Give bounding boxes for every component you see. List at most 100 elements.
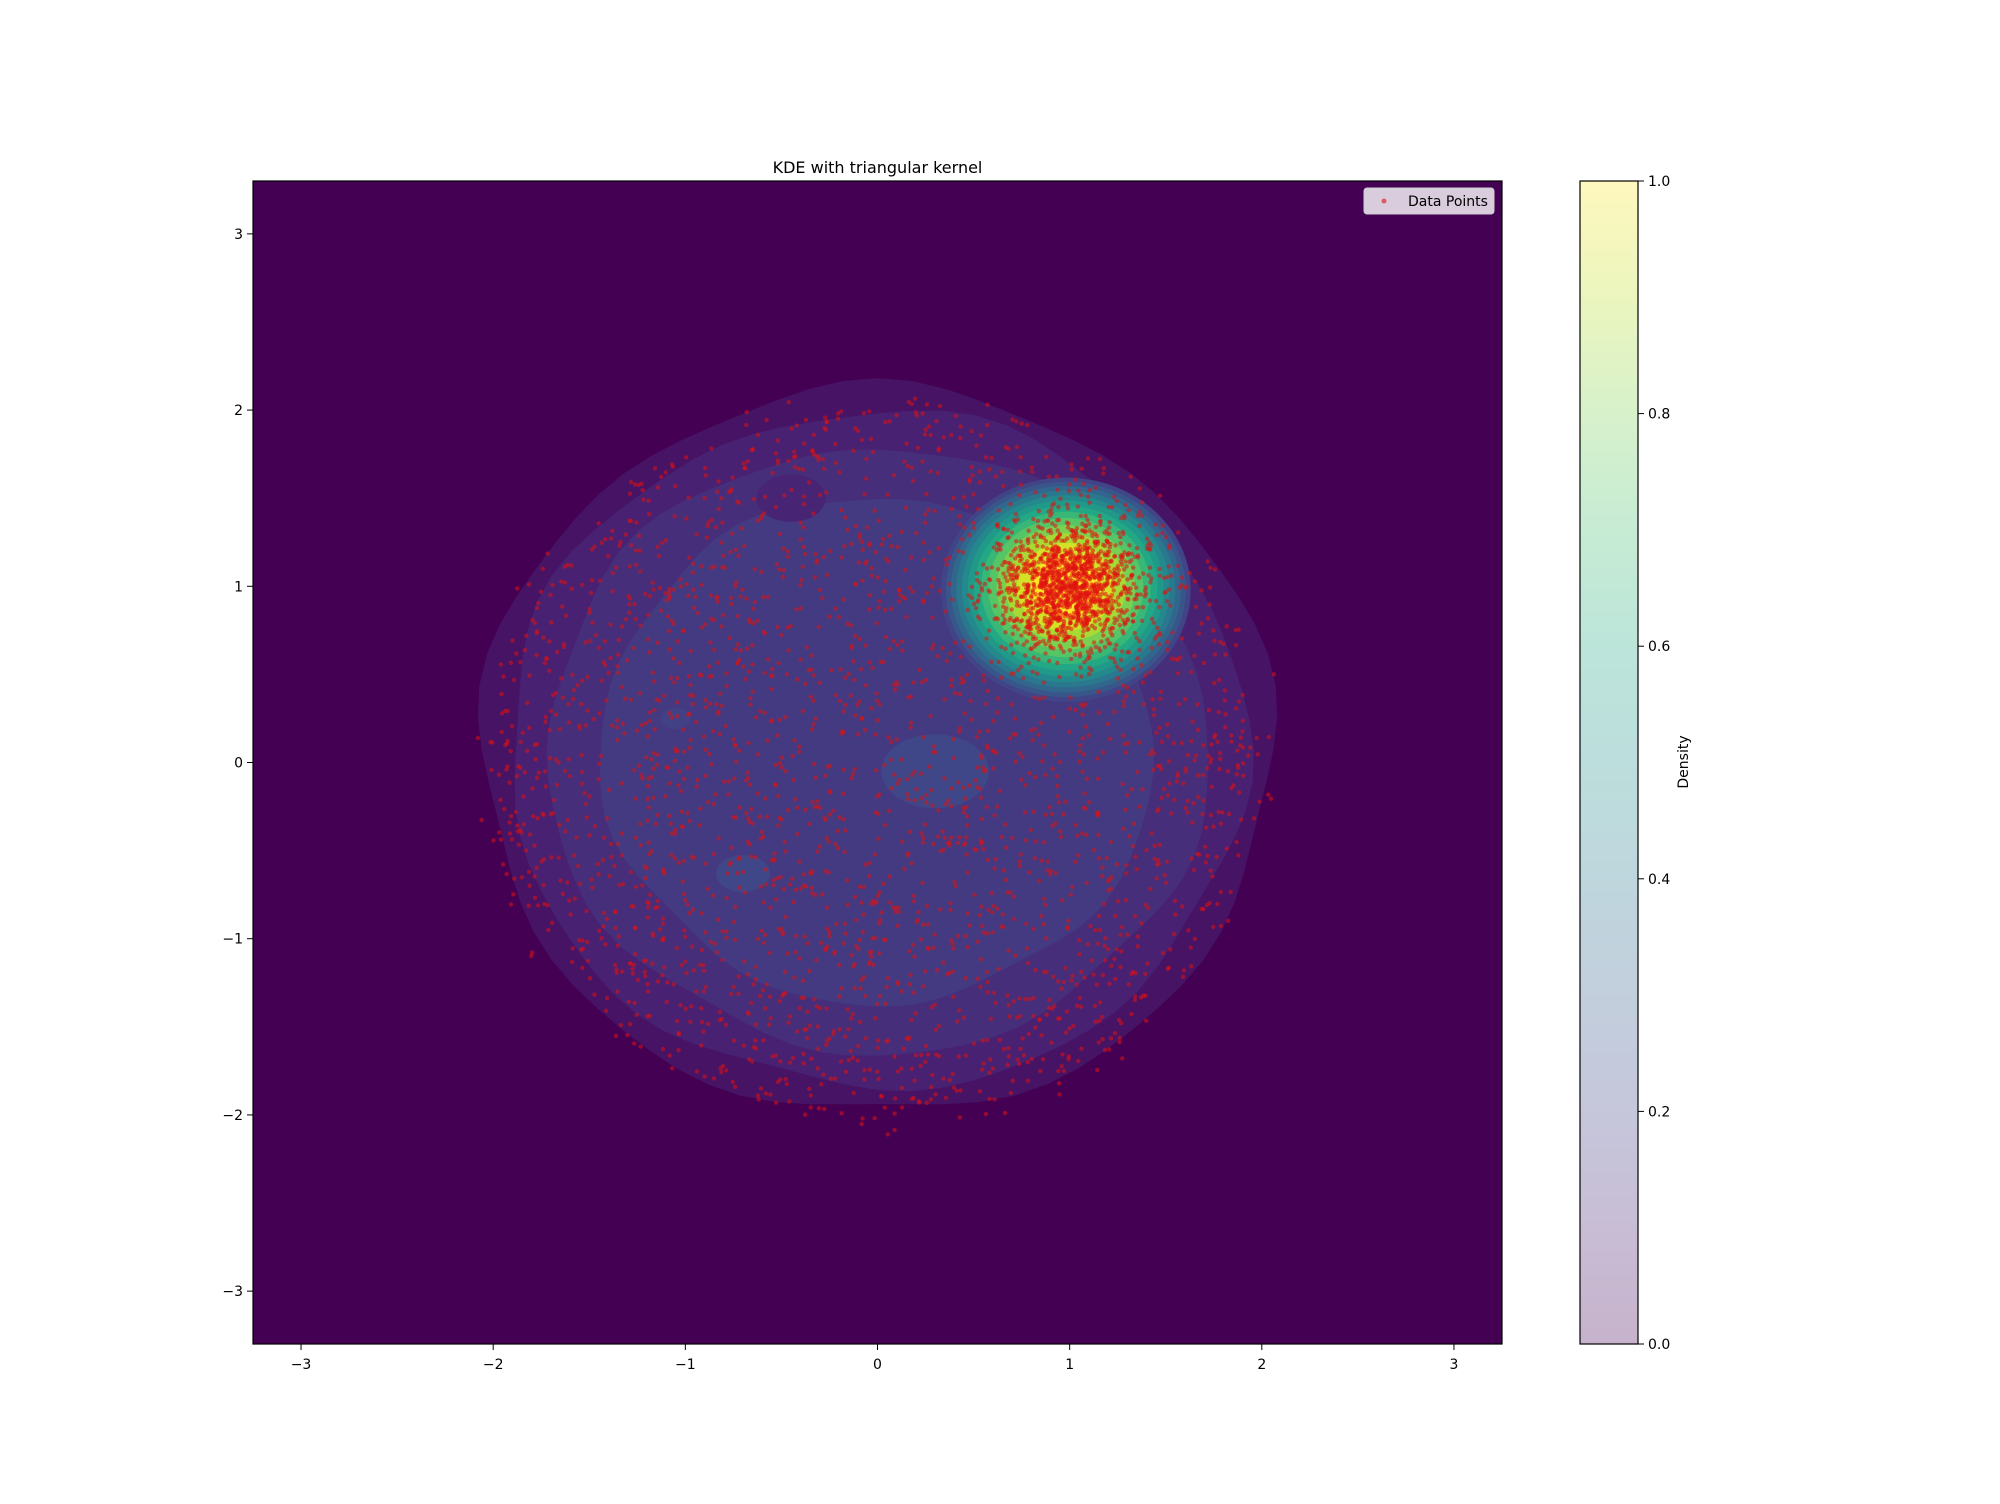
data-point bbox=[699, 625, 705, 630]
data-point bbox=[1125, 932, 1130, 937]
data-point bbox=[587, 976, 593, 981]
data-point bbox=[680, 824, 685, 829]
data-point bbox=[778, 817, 784, 822]
data-point bbox=[985, 931, 990, 936]
data-point bbox=[921, 835, 926, 840]
data-point bbox=[964, 805, 969, 810]
data-point bbox=[1102, 1047, 1108, 1053]
data-point bbox=[1106, 504, 1112, 510]
data-point bbox=[990, 748, 995, 753]
data-point bbox=[922, 969, 928, 974]
data-point bbox=[633, 835, 638, 840]
data-point bbox=[907, 585, 913, 590]
data-point bbox=[912, 769, 917, 774]
data-point bbox=[941, 847, 946, 852]
data-point bbox=[1122, 516, 1127, 521]
data-point bbox=[1102, 543, 1108, 549]
data-point bbox=[643, 973, 648, 979]
data-point bbox=[672, 831, 678, 836]
data-point bbox=[628, 1021, 633, 1027]
data-point bbox=[935, 470, 941, 476]
data-point bbox=[824, 572, 830, 578]
data-point bbox=[998, 547, 1003, 552]
data-point bbox=[567, 773, 573, 779]
data-point bbox=[683, 455, 689, 460]
data-point bbox=[499, 711, 505, 716]
data-point bbox=[532, 843, 537, 848]
data-point bbox=[1002, 620, 1007, 626]
data-point bbox=[839, 1111, 844, 1116]
data-point bbox=[1033, 839, 1039, 844]
data-point bbox=[727, 635, 732, 641]
data-point bbox=[1010, 417, 1015, 422]
data-point bbox=[565, 817, 570, 823]
data-point bbox=[1063, 965, 1068, 971]
data-point bbox=[995, 617, 1001, 622]
data-point bbox=[1096, 1040, 1101, 1045]
data-point bbox=[1025, 422, 1030, 428]
data-point bbox=[993, 1000, 998, 1006]
data-point bbox=[897, 777, 902, 783]
data-point bbox=[1037, 597, 1042, 602]
data-point bbox=[866, 874, 872, 879]
data-point bbox=[556, 855, 561, 860]
data-point bbox=[1003, 630, 1008, 635]
data-point bbox=[1008, 553, 1014, 558]
data-point bbox=[1083, 574, 1089, 579]
data-point bbox=[730, 531, 735, 536]
data-point bbox=[566, 701, 571, 707]
data-point bbox=[1152, 713, 1157, 718]
data-point bbox=[599, 540, 604, 545]
data-point bbox=[630, 971, 636, 976]
data-point bbox=[797, 956, 802, 961]
data-point bbox=[685, 765, 690, 770]
data-point bbox=[758, 993, 763, 999]
data-point bbox=[877, 951, 882, 956]
data-point bbox=[951, 755, 957, 761]
data-point bbox=[1077, 560, 1082, 566]
data-point bbox=[1156, 642, 1162, 647]
data-point bbox=[880, 536, 886, 542]
data-point bbox=[1054, 562, 1059, 568]
data-point bbox=[1002, 822, 1008, 827]
data-point bbox=[724, 871, 730, 876]
data-point bbox=[727, 862, 733, 867]
data-point bbox=[1103, 599, 1109, 605]
data-point bbox=[1182, 697, 1188, 702]
data-point bbox=[1132, 554, 1138, 560]
data-point bbox=[601, 910, 607, 916]
data-point bbox=[924, 792, 929, 798]
data-point bbox=[817, 680, 823, 685]
data-point bbox=[825, 764, 830, 769]
data-point bbox=[597, 711, 602, 716]
data-point bbox=[1204, 902, 1210, 908]
data-point bbox=[592, 544, 597, 549]
data-point bbox=[674, 945, 679, 951]
data-point bbox=[1015, 599, 1020, 605]
data-point bbox=[820, 892, 825, 897]
data-point bbox=[567, 898, 572, 903]
data-point bbox=[943, 557, 948, 562]
data-point bbox=[1216, 709, 1221, 715]
data-point bbox=[1050, 766, 1055, 771]
data-point bbox=[849, 645, 854, 650]
data-point bbox=[750, 1059, 755, 1064]
data-point bbox=[730, 1079, 735, 1085]
data-point bbox=[863, 1036, 868, 1041]
data-point bbox=[985, 688, 990, 694]
data-point bbox=[1122, 741, 1127, 747]
data-point bbox=[505, 738, 510, 744]
data-point bbox=[883, 419, 888, 425]
data-point bbox=[1126, 982, 1132, 987]
x-tick-label: −2 bbox=[483, 1357, 504, 1373]
data-point bbox=[1152, 856, 1157, 862]
colorbar-tick-label: 0.4 bbox=[1648, 872, 1670, 888]
data-point bbox=[1123, 898, 1129, 903]
data-point bbox=[892, 1111, 897, 1116]
data-point bbox=[985, 422, 990, 428]
data-point bbox=[950, 941, 955, 947]
data-point bbox=[929, 1005, 935, 1010]
data-point bbox=[686, 593, 691, 598]
data-point bbox=[785, 549, 791, 554]
data-point bbox=[640, 776, 645, 781]
